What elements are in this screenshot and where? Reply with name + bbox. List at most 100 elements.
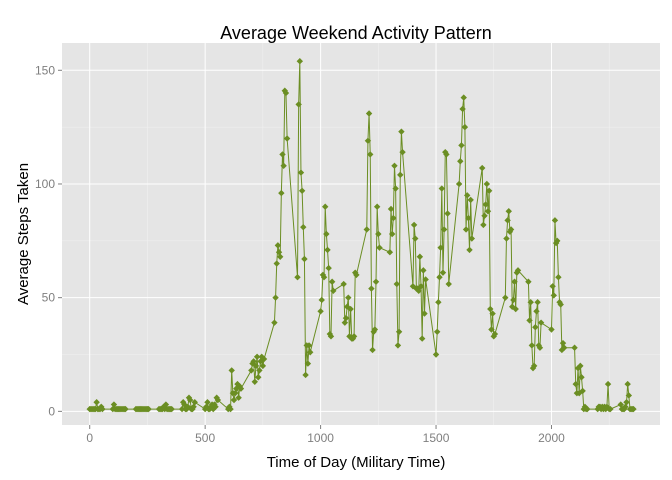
data-point <box>248 367 255 374</box>
data-point <box>298 187 306 194</box>
data-point <box>622 403 629 411</box>
data-point <box>375 230 382 238</box>
data-point <box>283 135 291 142</box>
data-point <box>507 226 515 233</box>
data-point <box>437 244 444 251</box>
data-point <box>410 221 418 229</box>
data-point <box>436 274 443 281</box>
data-point <box>551 217 559 224</box>
data-point <box>432 351 440 358</box>
data-point <box>572 380 579 388</box>
data-point <box>110 401 118 408</box>
data-point <box>398 128 405 135</box>
data-point <box>394 342 402 349</box>
data-point <box>252 362 260 370</box>
data-point <box>350 333 358 340</box>
data-point <box>512 305 519 313</box>
data-point <box>502 294 509 301</box>
data-point <box>271 319 278 326</box>
data-point <box>230 396 238 404</box>
x-tick-label: 1500 <box>423 431 450 445</box>
data-point <box>550 292 557 299</box>
data-point <box>274 242 282 249</box>
data-point <box>504 217 511 224</box>
data-point <box>444 210 451 217</box>
data-point <box>183 405 190 413</box>
data-point <box>280 162 287 169</box>
data-point <box>439 269 447 276</box>
y-tick-label: 0 <box>48 404 55 418</box>
data-point <box>320 274 328 281</box>
data-point <box>399 148 406 156</box>
data-point <box>513 269 521 276</box>
data-point <box>272 294 279 301</box>
x-axis-title: Time of Day (Military Time) <box>267 454 446 471</box>
data-point <box>388 230 396 238</box>
data-point <box>397 171 404 179</box>
data-point <box>250 358 257 365</box>
data-point <box>525 278 532 285</box>
data-point <box>415 287 422 295</box>
data-point <box>323 230 330 238</box>
data-point <box>418 335 426 342</box>
data-point <box>347 305 354 313</box>
data-point <box>464 192 471 199</box>
data-point <box>465 214 472 222</box>
data-point <box>318 296 325 304</box>
data-point <box>371 326 379 333</box>
data-point <box>625 392 633 399</box>
data-point <box>443 151 450 158</box>
data-point <box>228 367 235 374</box>
data-point <box>532 324 539 331</box>
data-point <box>251 378 258 385</box>
data-point <box>342 314 350 322</box>
data-point <box>624 380 631 388</box>
data-point <box>433 328 441 335</box>
data-point <box>435 299 442 306</box>
data-point <box>617 401 624 408</box>
data-point <box>276 253 284 260</box>
data-point <box>386 248 394 256</box>
data-point <box>630 405 637 413</box>
data-point <box>365 110 373 117</box>
data-point <box>483 180 491 188</box>
data-point <box>324 246 331 254</box>
data-point <box>390 214 397 222</box>
data-point <box>391 162 398 169</box>
data-point <box>536 344 544 351</box>
data-point <box>467 196 474 204</box>
data-point <box>327 333 335 340</box>
data-point <box>594 405 601 413</box>
data-point <box>275 248 283 256</box>
data-point <box>537 319 545 326</box>
data-point <box>416 253 424 260</box>
data-point <box>621 405 628 413</box>
data-point <box>372 278 380 285</box>
data-point <box>505 208 512 215</box>
data-point <box>376 244 383 251</box>
data-point <box>190 403 197 411</box>
y-tick-label: 50 <box>42 291 56 305</box>
data-point <box>297 169 305 176</box>
data-point <box>422 276 429 283</box>
data-point <box>482 201 489 208</box>
data-point <box>503 235 510 242</box>
data-point <box>577 362 584 370</box>
data-point <box>527 299 534 306</box>
data-point <box>480 221 487 229</box>
data-point <box>340 280 347 288</box>
data-point <box>227 405 234 413</box>
data-point <box>417 283 425 290</box>
y-tick-label: 100 <box>35 177 55 191</box>
data-point <box>581 403 589 411</box>
data-point <box>533 308 540 315</box>
data-point <box>623 399 630 406</box>
data-point <box>458 142 465 149</box>
data-point <box>462 226 470 233</box>
data-point <box>301 255 308 263</box>
data-point <box>395 328 403 335</box>
data-point <box>235 394 242 401</box>
data-point <box>438 185 446 192</box>
